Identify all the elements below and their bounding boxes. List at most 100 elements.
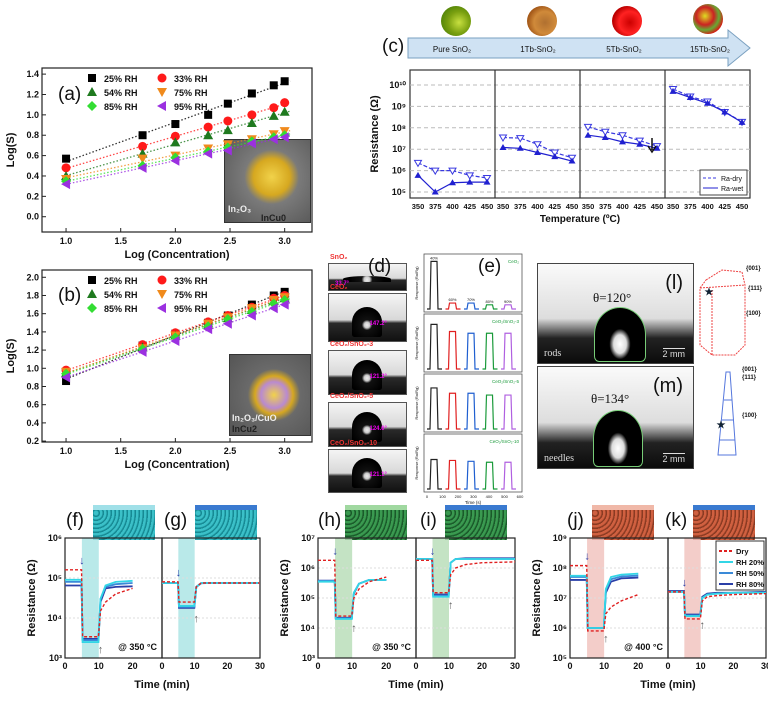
data-point — [279, 299, 289, 310]
y-tick-label: 10⁵ — [392, 187, 406, 197]
legend-label: Dry — [736, 547, 749, 556]
subplot-label: CeO₂/SnO₂-10 — [489, 439, 519, 444]
x-tick-label: 200 — [455, 494, 462, 499]
y-tick-label: 0.4 — [26, 418, 39, 428]
x-axis-label: Log (Concentration) — [124, 249, 229, 261]
x-tick-label: 400 — [701, 202, 714, 211]
gas-on-arrow-icon: ↓ — [584, 551, 590, 563]
legend-label: 33% RH — [174, 74, 208, 84]
legend-box — [699, 169, 748, 196]
series-line-Ra-dry — [502, 136, 573, 159]
x-tick-label: 425 — [463, 202, 476, 211]
data-point — [280, 77, 289, 86]
data-point — [61, 179, 71, 190]
data-point — [601, 134, 609, 141]
legend-label: RH 80% — [736, 580, 764, 589]
y-tick-label: 2.0 — [26, 272, 39, 282]
response-pulse — [445, 330, 461, 370]
response-pulse — [445, 392, 461, 430]
response-pulse — [501, 461, 516, 490]
film-image-j — [592, 505, 654, 540]
exposure-band — [178, 538, 195, 658]
y-tick-label: 0.6 — [26, 400, 39, 410]
y-tick-label: 0.2 — [26, 191, 39, 201]
x-axis-label: Log (Concentration) — [124, 459, 229, 471]
legend-marker — [87, 289, 97, 298]
legend-marker — [157, 290, 167, 299]
legend-marker — [157, 88, 167, 97]
legend-box — [715, 540, 765, 591]
y-axis-label: Response (Ra/Rg) — [414, 326, 419, 360]
x-axis-label: Time (min) — [388, 679, 444, 691]
y-tick-label: 10⁸ — [392, 123, 406, 133]
contact-angle-value: 147.2° — [369, 321, 387, 327]
x-tick-label: 10 — [94, 661, 104, 671]
x-tick-label: 10 — [444, 661, 454, 671]
x-tick-label: 20 — [128, 661, 138, 671]
legend-label: 95% RH — [174, 304, 208, 314]
contact-angle-value: 121.1° — [369, 472, 387, 478]
data-point — [269, 103, 279, 113]
subplot-frame-e — [423, 253, 523, 313]
y-tick-label: 1.2 — [26, 89, 39, 99]
y-tick-label: 10⁴ — [48, 613, 62, 623]
data-point — [499, 144, 507, 151]
x-tick-label: 0 — [413, 661, 418, 671]
panel-label-j: (j) — [567, 510, 584, 531]
droplet-photo: 121.1° — [328, 449, 407, 493]
down-arrow-icon — [647, 138, 657, 154]
y-tick-label: 10¹⁰ — [389, 80, 406, 90]
rod-crystal-sketch — [699, 269, 746, 356]
data-point — [61, 163, 71, 173]
droplet — [343, 275, 391, 282]
gas-off-arrow-icon: ↑ — [351, 623, 357, 635]
response-pulse — [464, 392, 479, 430]
series-line-dry — [570, 564, 639, 632]
data-point — [669, 87, 677, 94]
data-point — [466, 178, 474, 185]
legend-label: 75% RH — [174, 88, 208, 98]
legend-marker — [88, 276, 96, 284]
x-tick-label: 20 — [728, 661, 738, 671]
y-tick-label: 10⁹ — [553, 533, 567, 543]
facet-111-needle: {111} — [742, 375, 757, 381]
data-point — [203, 324, 213, 335]
y-tick-label: 10⁶ — [392, 166, 406, 176]
x-tick-label: 450 — [736, 202, 749, 211]
x-tick-label: 0 — [665, 661, 670, 671]
subplot-label: CeO₂/SnO₂-5 — [492, 379, 519, 384]
stage-label: 5Tb-SnO₂ — [606, 45, 642, 54]
response-pulse — [464, 302, 479, 310]
data-point — [138, 131, 147, 140]
y-tick-label: 10⁵ — [553, 653, 567, 663]
facet-100-needle: {100} — [742, 413, 757, 419]
data-point — [483, 178, 491, 185]
x-tick-label: 20 — [222, 661, 232, 671]
plot-frame-g — [161, 537, 261, 659]
series-line-rh-20- — [668, 590, 766, 617]
x-tick-label: 500 — [501, 494, 508, 499]
x-tick-label: 350 — [497, 202, 510, 211]
plot-frame-b — [41, 269, 313, 443]
x-tick-label: 350 — [582, 202, 595, 211]
temperature-label: @ 350 °C — [372, 642, 411, 652]
inset-name-b: InCu2 — [232, 424, 258, 434]
y-tick-label: 10⁴ — [301, 623, 315, 633]
x-tick-label: 20 — [381, 661, 391, 671]
data-point — [550, 149, 560, 158]
fit-line — [65, 294, 291, 374]
star-icon: ★ — [705, 287, 714, 298]
inset-material-b: In₂O₃/CuO — [232, 413, 277, 423]
y-tick-label: 10⁵ — [301, 593, 315, 603]
data-point — [246, 310, 256, 321]
scale-bar-l: 2 mm — [662, 348, 685, 359]
y-tick-label: 1.6 — [26, 309, 39, 319]
panel-label-h: (h) — [318, 510, 342, 531]
x-tick-label: 0 — [159, 661, 164, 671]
x-tick-label: 450 — [566, 202, 579, 211]
x-tick-label: 400 — [446, 202, 459, 211]
stage-label: 15Tb-SnO₂ — [690, 45, 730, 54]
x-tick-label: 30 — [761, 661, 768, 671]
data-point — [203, 148, 213, 159]
data-point — [600, 128, 610, 137]
